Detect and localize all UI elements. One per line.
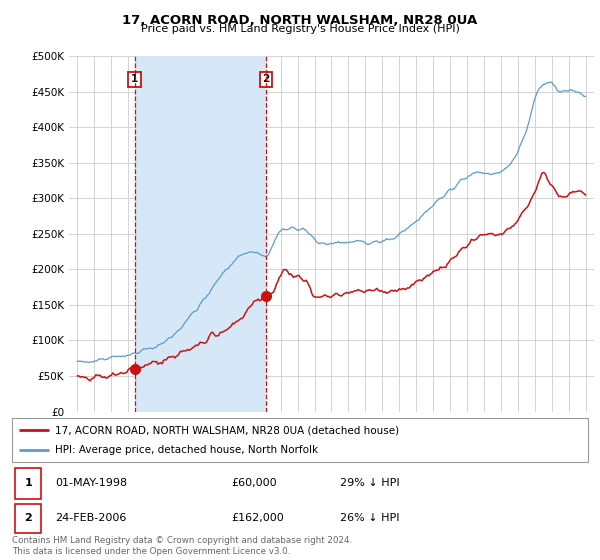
Text: 26% ↓ HPI: 26% ↓ HPI xyxy=(340,514,400,524)
Bar xyxy=(15,503,41,533)
Text: 2: 2 xyxy=(24,514,32,524)
Text: Price paid vs. HM Land Registry's House Price Index (HPI): Price paid vs. HM Land Registry's House … xyxy=(140,24,460,34)
Text: 29% ↓ HPI: 29% ↓ HPI xyxy=(340,478,400,488)
Bar xyxy=(15,468,41,499)
Text: 17, ACORN ROAD, NORTH WALSHAM, NR28 0UA: 17, ACORN ROAD, NORTH WALSHAM, NR28 0UA xyxy=(122,14,478,27)
Text: £60,000: £60,000 xyxy=(231,478,277,488)
Text: 1: 1 xyxy=(24,478,32,488)
Text: 1: 1 xyxy=(131,74,138,84)
Text: HPI: Average price, detached house, North Norfolk: HPI: Average price, detached house, Nort… xyxy=(55,445,319,455)
Bar xyxy=(134,56,266,412)
Text: £162,000: £162,000 xyxy=(231,514,284,524)
Text: 24-FEB-2006: 24-FEB-2006 xyxy=(55,514,127,524)
Text: Contains HM Land Registry data © Crown copyright and database right 2024.
This d: Contains HM Land Registry data © Crown c… xyxy=(12,536,352,556)
Text: 01-MAY-1998: 01-MAY-1998 xyxy=(55,478,127,488)
Text: 17, ACORN ROAD, NORTH WALSHAM, NR28 0UA (detached house): 17, ACORN ROAD, NORTH WALSHAM, NR28 0UA … xyxy=(55,425,400,435)
Text: 2: 2 xyxy=(262,74,269,84)
